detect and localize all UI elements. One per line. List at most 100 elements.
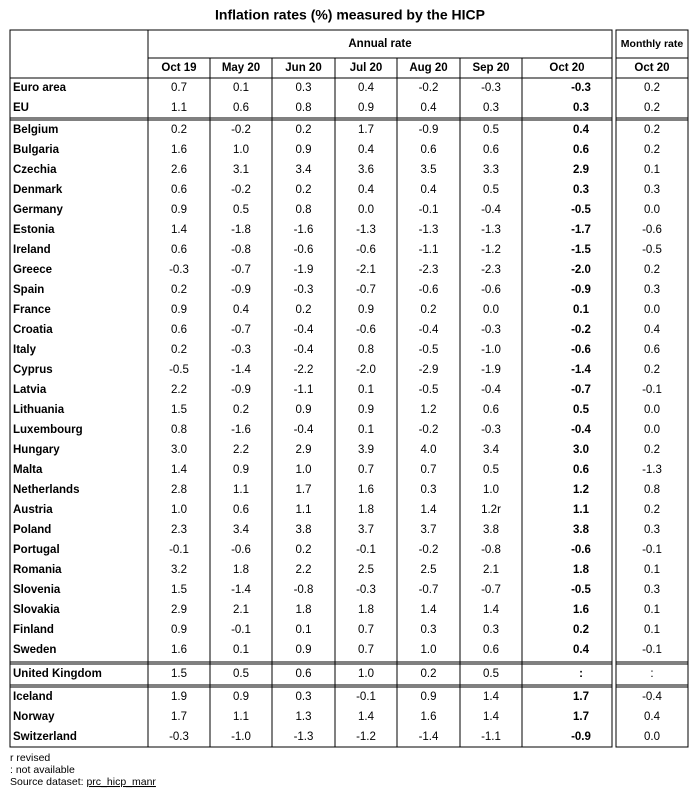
cell: 0.6 [233, 102, 249, 114]
monthly-column-header: Oct 20 [634, 62, 669, 74]
cell: -0.9 [571, 284, 591, 296]
cell: -0.5 [571, 584, 591, 596]
title: Inflation rates (%) measured by the HICP [215, 7, 485, 23]
cell: 0.2 [573, 624, 589, 636]
cell: -0.5 [169, 364, 189, 376]
cell: 1.6 [358, 484, 374, 496]
cell: 3.1 [233, 164, 249, 176]
cell: 3.8 [573, 524, 590, 536]
cell: 1.4 [483, 604, 500, 616]
cell: 3.2 [171, 564, 187, 576]
cell: 0.4 [233, 304, 250, 316]
row-label: Czechia [13, 164, 57, 176]
row-label: Finland [13, 624, 54, 636]
column-header: Oct 20 [549, 62, 584, 74]
row-label: Slovakia [13, 604, 60, 616]
cell: -0.8 [294, 584, 314, 596]
cell: 1.2 [573, 484, 589, 496]
cell: -0.2 [231, 184, 251, 196]
monthly-cell: 0.2 [644, 124, 660, 136]
cell: 2.6 [171, 164, 187, 176]
cell: 2.5 [421, 564, 437, 576]
cell: 0.3 [296, 691, 312, 703]
source: Source dataset: prc_hicp_manr [10, 776, 156, 788]
cell: 1.2 [421, 404, 437, 416]
cell: -0.9 [571, 731, 591, 743]
cell: 1.4 [421, 604, 438, 616]
cell: 2.1 [483, 564, 499, 576]
cell: 0.3 [573, 102, 589, 114]
cell: 0.4 [421, 102, 438, 114]
cell: 3.4 [296, 164, 313, 176]
cell: 0.8 [358, 344, 374, 356]
cell: 1.6 [421, 711, 437, 723]
cell: -2.3 [481, 264, 501, 276]
row-label: EU [13, 102, 29, 114]
source-link[interactable]: prc_hicp_manr [86, 776, 156, 788]
cell: -0.6 [294, 244, 314, 256]
monthly-cell: -0.6 [642, 224, 662, 236]
cell: 1.0 [171, 504, 187, 516]
cell: -0.4 [294, 424, 314, 436]
monthly-cell: 0.3 [644, 184, 660, 196]
cell: 1.0 [421, 644, 437, 656]
cell: 0.6 [171, 244, 187, 256]
monthly-cell: 0.3 [644, 584, 660, 596]
cell: -1.3 [419, 224, 439, 236]
row-label: Romania [13, 564, 62, 576]
row-label: France [13, 304, 51, 316]
cell: -0.3 [231, 344, 251, 356]
monthly-cell: 0.2 [644, 504, 660, 516]
cell: -0.5 [419, 344, 439, 356]
cell: 0.6 [573, 464, 589, 476]
cell: 2.2 [171, 384, 187, 396]
annual-header: Annual rate [348, 38, 411, 50]
cell: -0.3 [356, 584, 376, 596]
monthly-cell: 0.0 [644, 731, 660, 743]
cell: -0.6 [356, 244, 376, 256]
row-label: Switzerland [13, 731, 77, 743]
cell: 0.3 [483, 102, 499, 114]
cell: 0.7 [421, 464, 437, 476]
cell: -0.3 [481, 324, 501, 336]
cell: -1.1 [481, 731, 501, 743]
monthly-cell: 0.2 [644, 264, 660, 276]
monthly-cell: 0.2 [644, 144, 660, 156]
cell: 0.8 [296, 102, 312, 114]
cell: 0.9 [296, 404, 312, 416]
monthly-cell: -0.1 [642, 544, 662, 556]
cell: -0.4 [481, 204, 501, 216]
cell: -0.2 [571, 324, 591, 336]
cell: -1.4 [419, 731, 439, 743]
cell: -0.4 [481, 384, 501, 396]
cell: 1.5 [171, 404, 187, 416]
monthly-header: Monthly rate [621, 38, 684, 50]
cell: -2.0 [356, 364, 376, 376]
cell: 0.0 [358, 204, 374, 216]
cell: 0.2 [296, 124, 312, 136]
row-label: Denmark [13, 184, 63, 196]
cell: 0.0 [483, 304, 499, 316]
cell: 0.6 [171, 324, 187, 336]
row-label: Poland [13, 524, 51, 536]
cell: -0.1 [169, 544, 189, 556]
cell: 0.4 [573, 124, 590, 136]
cell: 0.6 [483, 644, 499, 656]
source-label: Source dataset: [10, 776, 84, 788]
cell: -1.4 [231, 364, 251, 376]
column-header: Oct 19 [161, 62, 196, 74]
cell: 1.4 [421, 504, 438, 516]
cell: 0.9 [171, 204, 187, 216]
cell: -1.9 [294, 264, 314, 276]
monthly-cell: 0.1 [644, 164, 660, 176]
cell: 3.8 [483, 524, 499, 536]
monthly-cell: 0.2 [644, 444, 660, 456]
cell: 0.2 [296, 304, 312, 316]
cell: 0.5 [573, 404, 590, 416]
cell: 0.1 [573, 304, 590, 316]
cell: -1.0 [231, 731, 251, 743]
cell: -0.7 [231, 264, 251, 276]
cell: -1.4 [231, 584, 251, 596]
cell: 0.1 [358, 384, 374, 396]
